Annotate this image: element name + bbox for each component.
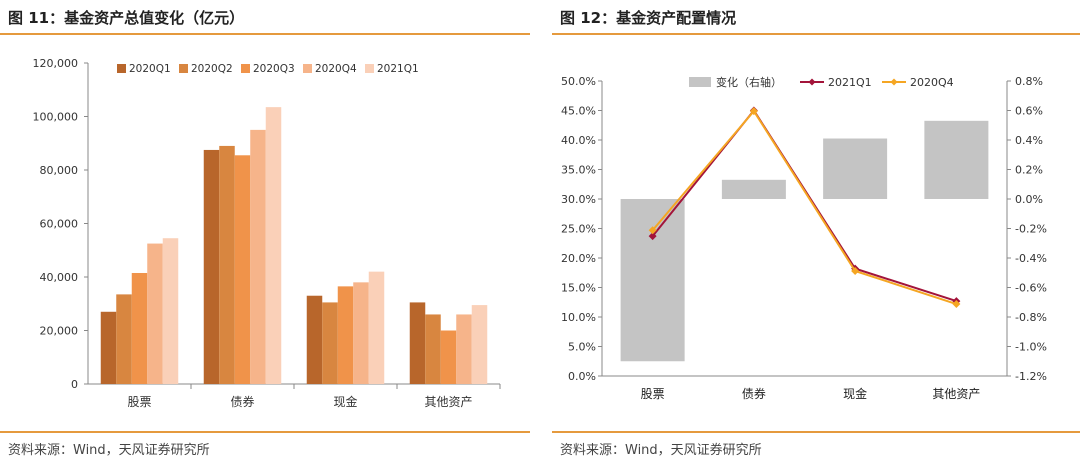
legend-swatch-2020Q4 — [303, 64, 312, 73]
bar-2020Q4 — [147, 243, 163, 384]
y-tick-label: 35.0% — [561, 164, 596, 177]
bar-2020Q1 — [203, 149, 220, 384]
x-category-label: 债券 — [230, 394, 254, 409]
y2-tick-label: 0.2% — [1015, 164, 1043, 177]
series-point-2020Q4 — [749, 107, 758, 116]
y-tick-label: 80,000 — [40, 164, 79, 177]
right-top-rule — [552, 33, 1080, 35]
y2-tick-label: -0.8% — [1015, 311, 1047, 324]
y2-tick-label: -0.4% — [1015, 252, 1047, 265]
series-point-2020Q4 — [952, 300, 961, 309]
right-figure-panel: 图 12：基金资产配置情况 0.0% 5.0% 10.0% 15.0% 20.0% 25.… — [552, 0, 1080, 464]
y-tick-label: 100,000 — [33, 111, 79, 124]
legend-label-2021Q1: 2021Q1 — [828, 76, 872, 89]
series-point-2021Q1 — [648, 232, 657, 241]
bar-2020Q4 — [456, 314, 472, 384]
bar-2020Q4 — [250, 129, 266, 384]
legend-swatch-2020Q1 — [117, 64, 126, 73]
bar-2020Q3 — [440, 330, 457, 384]
bar-2021Q1 — [162, 238, 179, 384]
legend-label-2020Q2: 2020Q2 — [191, 63, 233, 75]
bar-2020Q2 — [425, 314, 441, 384]
series-line-2020Q4 — [651, 109, 957, 305]
bar-2020Q2 — [219, 145, 235, 384]
bar-2020Q1 — [100, 311, 117, 384]
right-combo-chart: 0.0% 5.0% 10.0% 15.0% 20.0% 25.0% 30.0% 35.0% 40… — [561, 75, 1047, 401]
legend-label-2020Q3: 2020Q3 — [253, 63, 295, 75]
y2-tick-label: -0.2% — [1015, 223, 1047, 236]
y2-tick-label: 0.0% — [1015, 193, 1043, 206]
x-category-label: 其他资产 — [424, 395, 472, 409]
bar-2020Q2 — [322, 302, 338, 384]
change-bar — [620, 199, 685, 362]
y-tick-label: 40.0% — [561, 134, 596, 147]
bar-2021Q1 — [368, 271, 385, 384]
bar-2020Q4 — [353, 282, 369, 384]
legend-marker-2021Q1 — [808, 78, 816, 86]
y2-tick-label: -0.6% — [1015, 282, 1047, 295]
y-tick-label: 25.0% — [561, 223, 596, 236]
bar-2020Q3 — [234, 155, 251, 384]
x-category-label: 股票 — [127, 395, 151, 409]
legend-swatch-2020Q3 — [241, 64, 250, 73]
legend-label-2020Q4: 2020Q4 — [315, 63, 357, 75]
change-bar — [823, 138, 888, 199]
y-tick-label: 40,000 — [40, 271, 79, 284]
bar-2020Q1 — [306, 295, 323, 384]
bar-2020Q1 — [409, 302, 426, 384]
y-tick-label: 10.0% — [561, 311, 596, 324]
y-tick-label: 120,000 — [33, 57, 79, 70]
left-bar-chart: 0 20,000 40,000 60,000 80,000 100,000 120,000 股… — [33, 57, 501, 409]
legend-swatch-change — [689, 77, 711, 87]
legend-label-2020Q1: 2020Q1 — [129, 63, 171, 75]
x-category-label: 股票 — [641, 387, 665, 401]
left-source-note: 资料来源：Wind，天风证券研究所 — [8, 443, 210, 458]
left-figure-title: 图 11：基金资产总值变化（亿元） — [8, 9, 245, 27]
bar-2020Q3 — [337, 286, 354, 384]
y-tick-label: 0.0% — [568, 370, 596, 383]
y2-tick-label: -1.0% — [1015, 341, 1047, 354]
y-tick-label: 20,000 — [40, 325, 79, 338]
x-category-label: 现金 — [333, 394, 357, 409]
legend-swatch-2020Q2 — [179, 64, 188, 73]
y-tick-label: 0 — [71, 378, 78, 391]
bar-2020Q2 — [116, 294, 132, 384]
y-tick-label: 5.0% — [568, 341, 596, 354]
x-category-label: 现金 — [843, 386, 867, 401]
x-category-label: 其他资产 — [932, 387, 980, 401]
right-bottom-rule — [552, 431, 1080, 433]
legend-label-2020Q4: 2020Q4 — [910, 76, 954, 89]
y-tick-label: 60,000 — [40, 218, 79, 231]
series-line-2021Q1 — [651, 108, 957, 303]
right-source-note: 资料来源：Wind，天风证券研究所 — [560, 443, 762, 458]
y2-tick-label: 0.8% — [1015, 75, 1043, 88]
y2-tick-label: 0.6% — [1015, 105, 1043, 118]
y-tick-label: 20.0% — [561, 252, 596, 265]
x-category-label: 债券 — [742, 386, 766, 401]
left-bottom-rule — [0, 431, 530, 433]
y2-tick-label: 0.4% — [1015, 134, 1043, 147]
y-tick-label: 30.0% — [561, 193, 596, 206]
left-top-rule — [0, 33, 530, 35]
bar-2020Q3 — [131, 272, 148, 384]
series-point-2020Q4 — [648, 226, 657, 235]
y2-tick-label: -1.2% — [1015, 370, 1047, 383]
legend-label-2021Q1: 2021Q1 — [377, 63, 419, 75]
legend-swatch-2021Q1 — [365, 64, 374, 73]
series-point-2020Q4 — [851, 266, 860, 275]
y-tick-label: 50.0% — [561, 75, 596, 88]
change-bar — [721, 179, 786, 199]
left-figure-panel: 图 11：基金资产总值变化（亿元） 0 20,000 40,000 60,000 80,… — [0, 0, 530, 464]
change-bar — [924, 120, 989, 199]
bar-2021Q1 — [471, 305, 488, 384]
bar-2021Q1 — [265, 107, 282, 384]
right-figure-title: 图 12：基金资产配置情况 — [560, 9, 737, 27]
y-tick-label: 45.0% — [561, 105, 596, 118]
y-tick-label: 15.0% — [561, 282, 596, 295]
legend-marker-2020Q4 — [890, 78, 898, 86]
legend-label-change: 变化（右轴） — [716, 75, 782, 89]
